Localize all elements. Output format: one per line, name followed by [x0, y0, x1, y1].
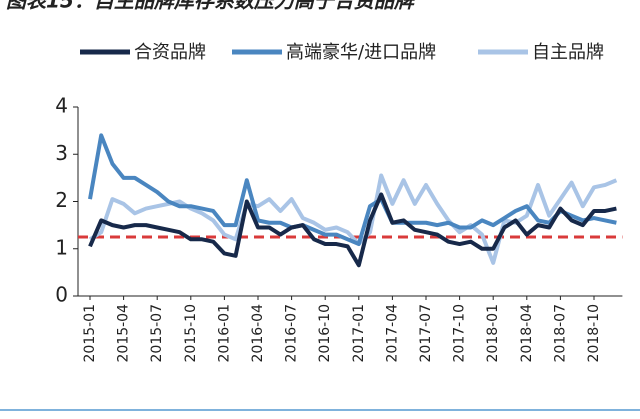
y-tick-label: 4	[55, 94, 68, 118]
x-tick-label: 2016-04	[250, 304, 266, 363]
legend-label: 自主品牌	[532, 42, 604, 63]
series-line	[88, 192, 617, 268]
x-tick-label: 2015-07	[149, 304, 165, 363]
y-tick-label: 0	[55, 283, 68, 307]
x-tick-label: 2016-07	[284, 304, 300, 363]
x-tick-label: 2015-10	[183, 304, 199, 363]
series-line	[88, 133, 617, 247]
x-tick-label: 2017-10	[452, 304, 468, 363]
y-tick-label: 2	[55, 188, 68, 212]
x-tick-label: 2018-07	[552, 304, 568, 363]
x-tick-label: 2015-04	[116, 304, 132, 363]
x-tick-label: 2018-10	[586, 304, 602, 363]
legend-label: 高端豪华/进口品牌	[286, 42, 436, 63]
chart-title: 图表15：自主品牌库存系数压力高于合资品牌	[6, 0, 417, 13]
x-tick-label: 2017-04	[384, 304, 400, 363]
x-tick-label: 2017-01	[351, 304, 367, 363]
y-tick-label: 1	[55, 235, 68, 259]
x-tick-label: 2018-04	[519, 304, 535, 363]
legend-label: 合资品牌	[134, 42, 206, 63]
x-tick-label: 2016-10	[317, 304, 333, 363]
x-tick-label: 2018-01	[485, 304, 501, 363]
y-tick-label: 3	[55, 141, 68, 165]
x-tick-label: 2017-07	[418, 304, 434, 363]
x-tick-label: 2015-01	[82, 304, 98, 363]
x-tick-label: 2016-01	[216, 304, 232, 363]
